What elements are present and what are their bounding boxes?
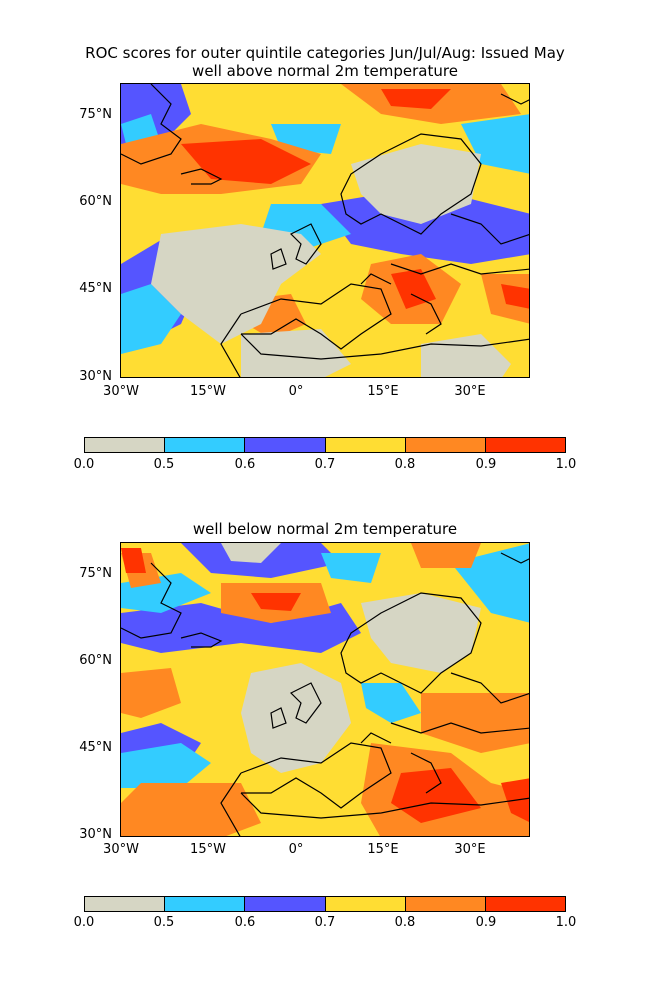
colorbar-segment — [405, 438, 486, 452]
panel1-lon-tick-15e: 15°E — [367, 384, 399, 399]
colorbar1-label-1: 0.5 — [153, 457, 175, 472]
panel2-roc-field — [121, 543, 529, 836]
colorbar2-label-6: 1.0 — [555, 915, 577, 930]
panel1-lat-tick-60: 60°N — [79, 194, 112, 209]
panel1-roc-field — [121, 84, 529, 377]
colorbar-segment — [85, 438, 166, 452]
colorbar1-label-5: 0.9 — [475, 457, 497, 472]
panel2-lon-tick-15w: 15°W — [190, 842, 226, 857]
colorbar-segment — [245, 897, 326, 911]
panel2-lat-tick-30: 30°N — [79, 827, 112, 842]
panel2-title: well below normal 2m temperature — [192, 520, 458, 538]
colorbar2-label-3: 0.7 — [314, 915, 336, 930]
colorbar2-label-1: 0.5 — [153, 915, 175, 930]
colorbar1-label-2: 0.6 — [234, 457, 256, 472]
panel2-lon-tick-0: 0° — [288, 842, 304, 857]
colorbar1-label-4: 0.8 — [394, 457, 416, 472]
colorbar-segment — [85, 897, 166, 911]
panel1-lon-tick-0: 0° — [288, 384, 304, 399]
colorbar-segment — [245, 438, 326, 452]
colorbar-segment — [325, 438, 406, 452]
panel1-title: well above normal 2m temperature — [192, 62, 458, 80]
panel2-map — [120, 542, 530, 837]
panel2-lat-tick-45: 45°N — [79, 740, 112, 755]
panel1-lat-tick-45: 45°N — [79, 281, 112, 296]
colorbar-segment — [165, 438, 246, 452]
colorbar2-label-5: 0.9 — [475, 915, 497, 930]
colorbar-segment — [485, 897, 566, 911]
colorbar2-label-4: 0.8 — [394, 915, 416, 930]
panel1-lon-tick-15w: 15°W — [190, 384, 226, 399]
colorbar-segment — [325, 897, 406, 911]
panel2-lat-tick-60: 60°N — [79, 653, 112, 668]
colorbar-segment — [165, 897, 246, 911]
panel2-colorbar — [84, 896, 566, 912]
figure-suptitle: ROC scores for outer quintile categories… — [85, 44, 565, 62]
colorbar1-label-0: 0.0 — [73, 457, 95, 472]
colorbar2-label-0: 0.0 — [73, 915, 95, 930]
panel1-map — [120, 83, 530, 378]
colorbar1-label-3: 0.7 — [314, 457, 336, 472]
panel1-colorbar — [84, 437, 566, 453]
panel1-lat-tick-75: 75°N — [79, 107, 112, 122]
colorbar2-label-2: 0.6 — [234, 915, 256, 930]
panel2-lon-tick-15e: 15°E — [367, 842, 399, 857]
panel2-lon-tick-30e: 30°E — [454, 842, 486, 857]
panel1-lon-tick-30w: 30°W — [103, 384, 139, 399]
panel1-lon-tick-30e: 30°E — [454, 384, 486, 399]
colorbar-segment — [405, 897, 486, 911]
panel1-lat-tick-30: 30°N — [79, 369, 112, 384]
colorbar-segment — [485, 438, 566, 452]
colorbar1-label-6: 1.0 — [555, 457, 577, 472]
panel2-lon-tick-30w: 30°W — [103, 842, 139, 857]
panel2-lat-tick-75: 75°N — [79, 566, 112, 581]
